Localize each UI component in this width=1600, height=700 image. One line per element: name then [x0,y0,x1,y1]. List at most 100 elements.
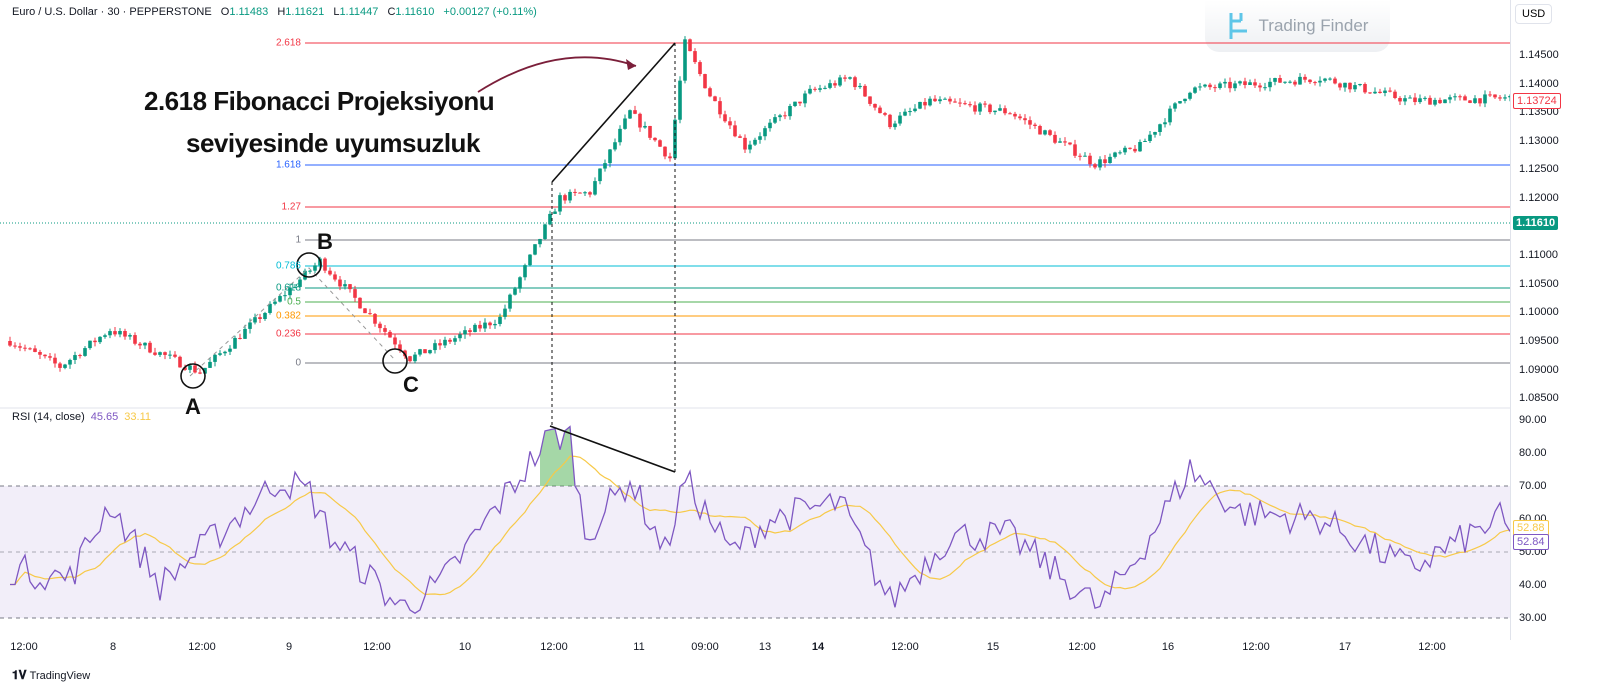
candle-body [468,330,472,333]
candle-body [1483,94,1487,104]
candle-body [478,324,482,329]
candle-body [68,359,72,365]
candle-body [943,98,947,100]
rsi-value-tag: 52.84 [1513,534,1549,550]
candle-body [1468,100,1472,103]
candle-body [1493,94,1497,98]
candle-body [1008,113,1012,115]
candle-body [143,342,147,346]
candle-body [1303,76,1307,80]
candle-body [593,181,597,195]
candle-body [883,113,887,115]
candle-body [663,146,667,157]
candle-body [438,343,442,346]
candle-body [128,335,132,337]
candle-body [1048,130,1052,135]
candle-body [953,101,957,103]
candle-body [278,296,282,302]
candle-body [273,301,277,304]
annotation-line-2: seviyesinde uyumsuzluk [186,128,480,158]
candle-body [848,77,852,79]
candle-body [1078,155,1082,157]
candle-body [1113,152,1117,157]
candle-body [133,335,137,344]
candle-body [453,338,457,342]
candle-body [288,287,292,296]
time-tick: 12:00 [1242,641,1270,653]
candle-body [88,340,92,349]
candle-body [873,103,877,108]
candle-body [423,349,427,354]
rsi-tick: 40.00 [1519,579,1547,591]
candle-body [258,317,262,319]
fib-level-label: 1.27 [281,201,301,213]
candle-body [513,288,517,295]
point-a-circle [180,363,206,389]
fib-level-label: 2.618 [275,37,301,49]
candle-body [263,312,267,319]
point-b-circle [296,252,322,278]
candle-body [1363,84,1367,93]
point-a-label: A [185,394,201,419]
candle-body [1168,108,1172,123]
candle-body [383,328,387,332]
candle-body [433,343,437,351]
fib-level-label: 0 [295,357,301,369]
candle-body [623,118,627,129]
candle-body [538,238,542,245]
candle-body [463,330,467,335]
candle-body [228,348,232,352]
candle-body [483,322,487,329]
candle-body [968,104,972,106]
chart-canvas[interactable] [0,0,1510,636]
candle-body [183,367,187,370]
time-tick: 12:00 [540,641,568,653]
candle-body [113,331,117,335]
price-axis[interactable]: 1.14500 1.14000 1.13500 1.13000 1.12500 1.120… [1510,0,1561,640]
candle-body [1473,98,1477,103]
price-tick: 1.12000 [1519,192,1559,204]
candle-body [523,265,527,278]
candle-body [633,110,637,114]
change-value: +0.00127 (+0.11%) [443,6,537,18]
candle-body [918,101,922,109]
price-tick: 1.14500 [1519,49,1559,61]
rsi-tick: 30.00 [1519,612,1547,624]
candle-body [1433,99,1437,105]
currency-button[interactable]: USD [1515,4,1553,24]
tradingview-label: TradingView [29,669,91,682]
rsi-legend: RSI (14, close) 45.65 33.11 [12,411,151,423]
candle-body [1488,94,1492,96]
time-axis[interactable]: 12:00 8 12:00 9 12:00 10 12:00 11 09:00 13 14 12:00… [0,636,1510,658]
candle-body [528,254,532,266]
price-tick: 1.11000 [1519,249,1558,262]
candle-body [698,62,702,75]
candle-body [308,270,312,272]
candle-body [898,115,902,124]
candles [8,36,1510,378]
candle-body [983,103,987,105]
candle-body [1203,84,1207,87]
candle-body [748,144,752,150]
candle-body [473,324,477,333]
candle-body [188,365,192,370]
candle-body [888,114,892,128]
tradingview-brand: 𝟏𝐕 TradingView [12,668,90,683]
candle-body [248,322,252,329]
candle-body [1188,92,1192,99]
candle-body [358,297,362,309]
candle-body [543,224,547,239]
annotation-arrow [477,56,637,93]
rsi-tick: 90.00 [1519,414,1547,426]
candle-body [1138,141,1142,152]
candle-body [1508,95,1510,98]
arrow-head-icon [626,59,636,70]
candle-body [1248,82,1252,86]
candle-body [393,337,397,345]
candle-body [368,313,372,315]
candle-body [753,139,757,145]
candle-body [578,192,582,194]
price-tick: 1.10500 [1519,277,1559,290]
candle-body [338,279,342,287]
candle-body [1218,83,1222,88]
